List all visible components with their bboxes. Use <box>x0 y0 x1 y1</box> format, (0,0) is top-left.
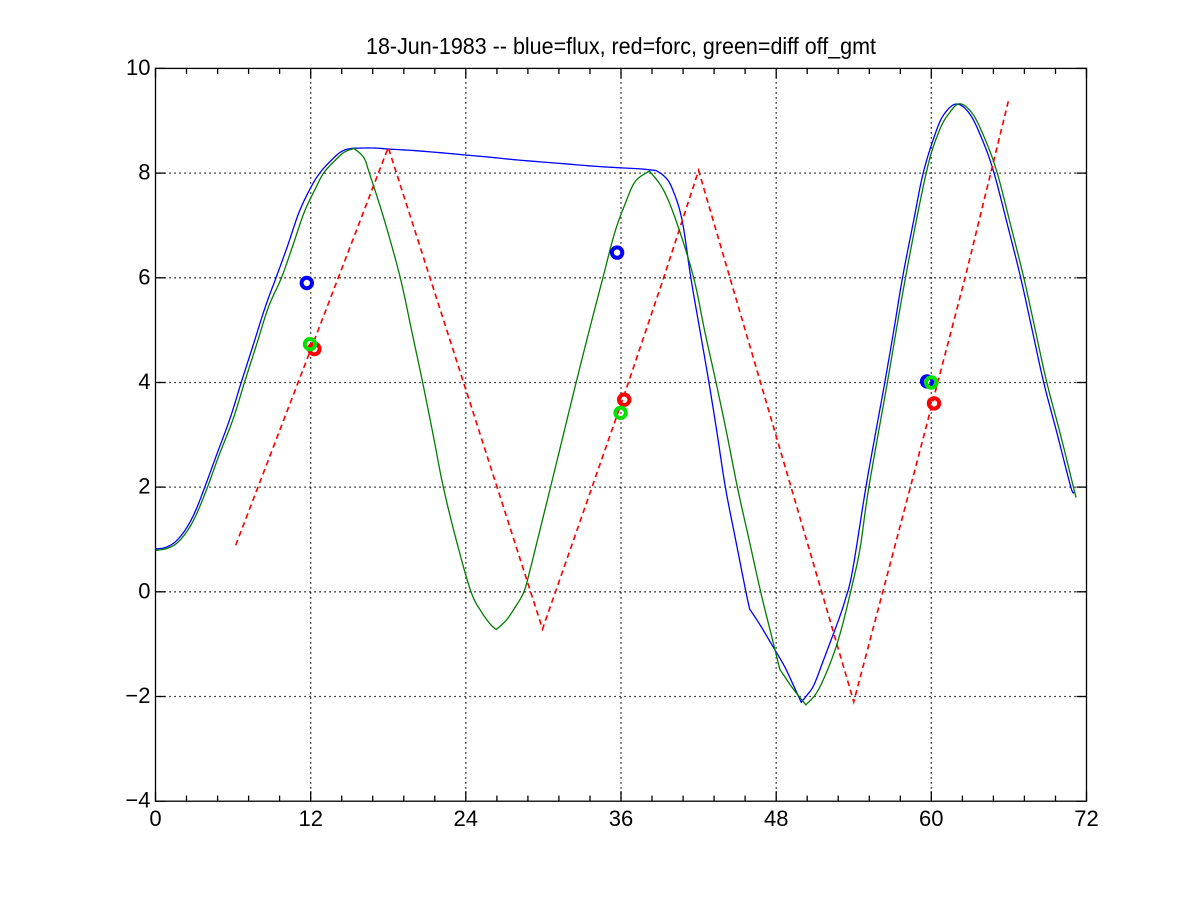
svg-text:36: 36 <box>609 806 633 831</box>
svg-text:24: 24 <box>454 806 478 831</box>
svg-text:18-Jun-1983 -- blue=flux, red=: 18-Jun-1983 -- blue=flux, red=forc, gree… <box>366 33 876 59</box>
svg-text:8: 8 <box>138 160 150 185</box>
svg-text:0: 0 <box>149 806 161 831</box>
svg-text:48: 48 <box>764 806 788 831</box>
svg-text:6: 6 <box>138 264 150 289</box>
svg-text:72: 72 <box>1074 806 1098 831</box>
svg-text:4: 4 <box>138 369 150 394</box>
svg-text:60: 60 <box>919 806 943 831</box>
svg-text:−4: −4 <box>125 788 150 813</box>
svg-text:2: 2 <box>138 474 150 499</box>
svg-text:0: 0 <box>138 578 150 603</box>
svg-text:10: 10 <box>126 55 150 80</box>
svg-text:−2: −2 <box>125 683 150 708</box>
svg-text:12: 12 <box>298 806 322 831</box>
